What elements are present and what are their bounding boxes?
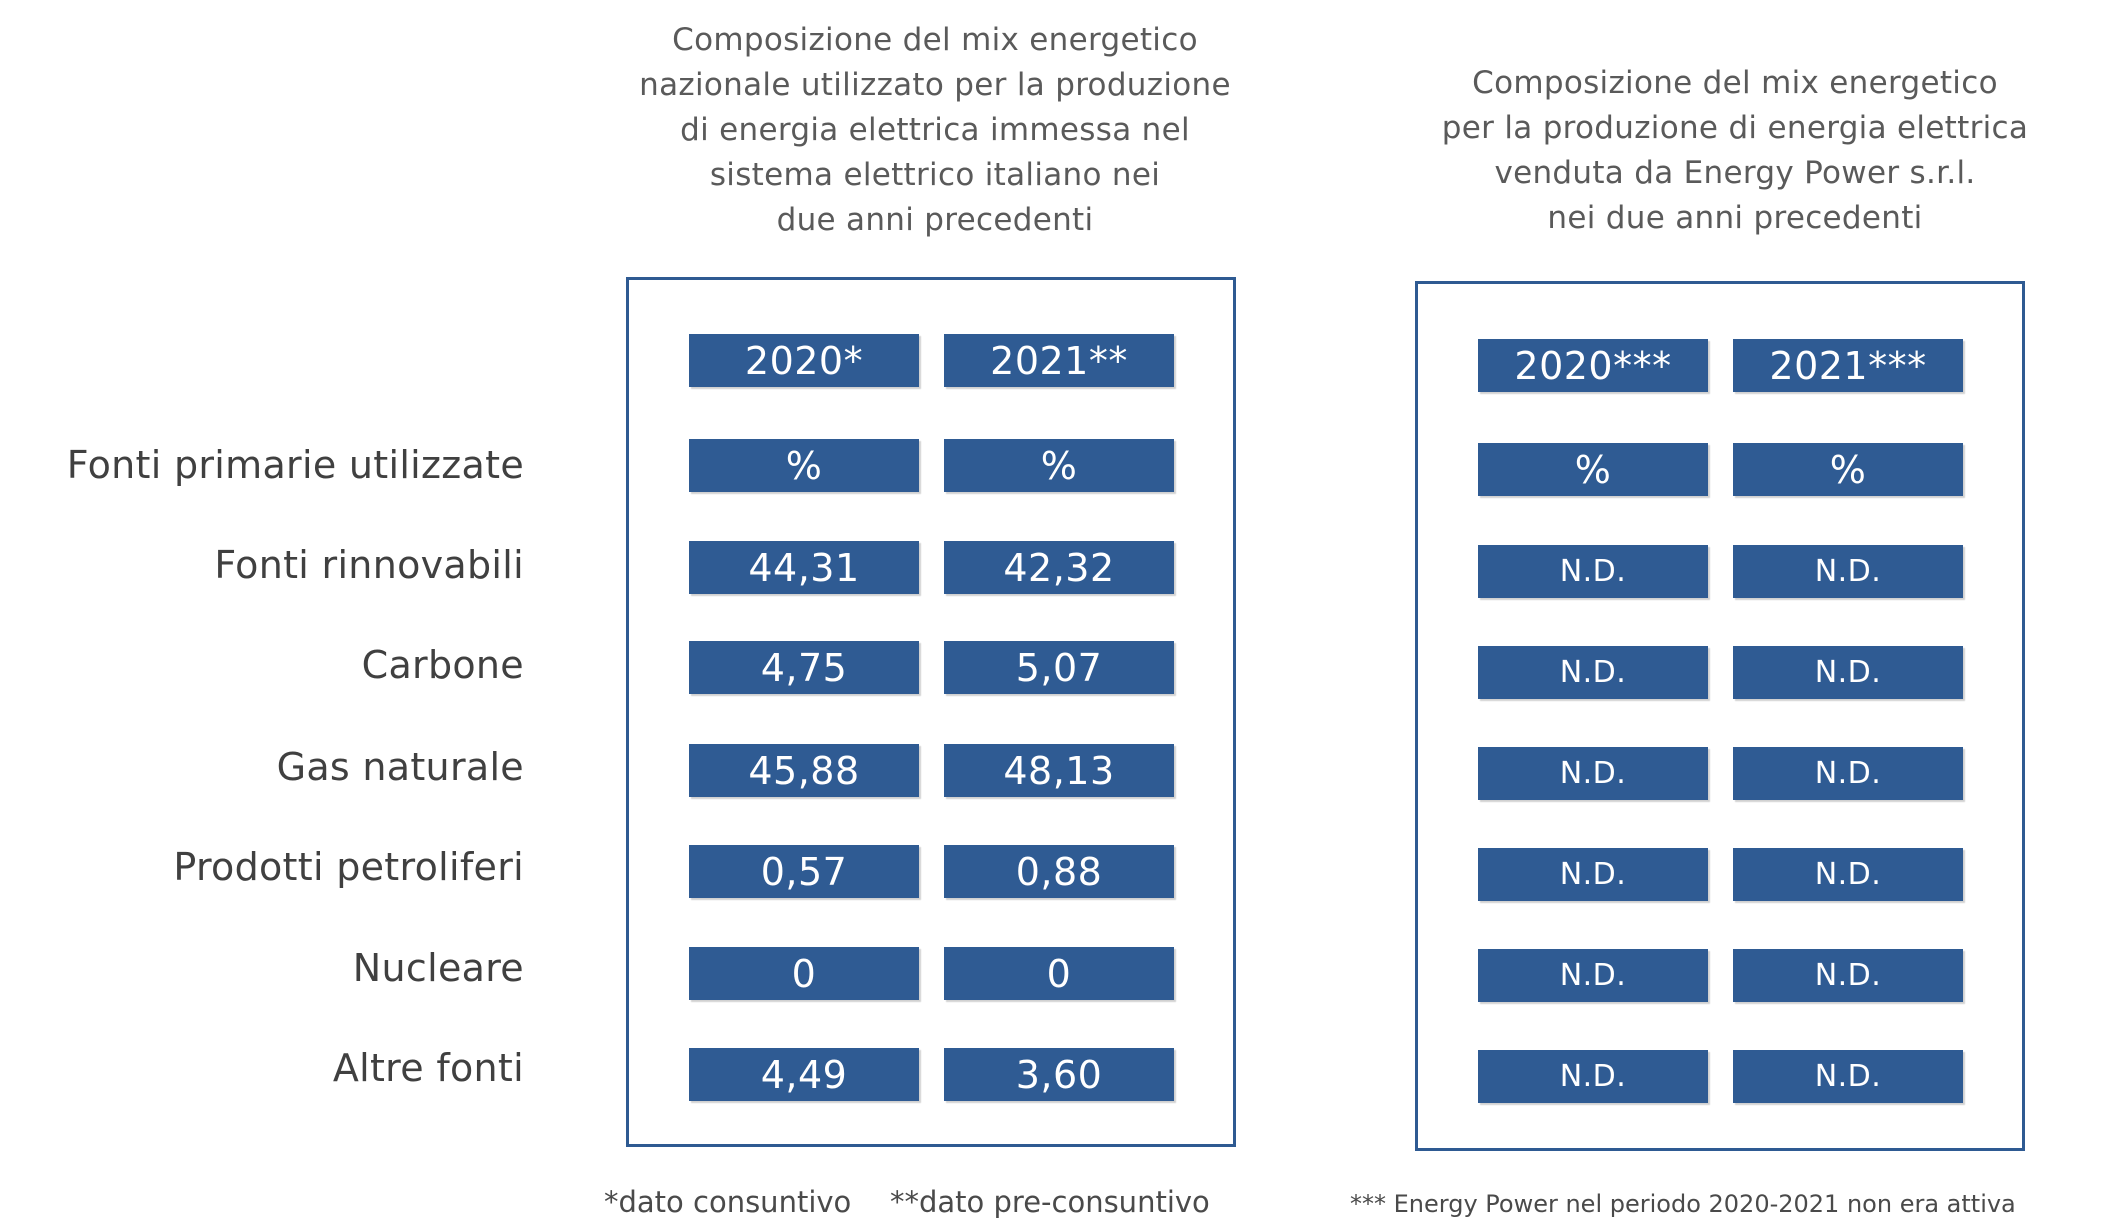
left-header-2021: 2021** <box>944 334 1174 387</box>
row-label-fonti-primarie: Fonti primarie utilizzate <box>66 443 524 487</box>
left-value-gas-2021: 48,13 <box>944 744 1174 797</box>
right-value-gas-2021: N.D. <box>1733 747 1963 800</box>
row-label-fonti-rinnovabili: Fonti rinnovabili <box>214 543 524 587</box>
left-value-altre-2021: 3,60 <box>944 1048 1174 1101</box>
left-value-petroliferi-2021: 0,88 <box>944 845 1174 898</box>
left-value-carbone-2021: 5,07 <box>944 641 1174 694</box>
left-value-petroliferi-2020: 0,57 <box>689 845 919 898</box>
right-value-petroliferi-2021: N.D. <box>1733 848 1963 901</box>
left-value-nucleare-2020: 0 <box>689 947 919 1000</box>
right-value-carbone-2020: N.D. <box>1478 646 1708 699</box>
right-unit-2021: % <box>1733 443 1963 496</box>
right-panel-frame <box>1415 281 2025 1151</box>
row-label-prodotti-petroliferi: Prodotti petroliferi <box>173 845 524 889</box>
right-value-rinnovabili-2021: N.D. <box>1733 545 1963 598</box>
right-value-altre-2020: N.D. <box>1478 1050 1708 1103</box>
right-header-2021: 2021*** <box>1733 339 1963 392</box>
left-panel-title: Composizione del mix energetico nazional… <box>639 22 1231 238</box>
row-label-carbone: Carbone <box>361 643 524 687</box>
left-unit-2021: % <box>944 439 1174 492</box>
right-value-altre-2021: N.D. <box>1733 1050 1963 1103</box>
right-value-nucleare-2021: N.D. <box>1733 949 1963 1002</box>
left-value-altre-2020: 4,49 <box>689 1048 919 1101</box>
footnote-dato-consuntivo: *dato consuntivo <box>604 1185 852 1219</box>
right-value-petroliferi-2020: N.D. <box>1478 848 1708 901</box>
left-unit-2020: % <box>689 439 919 492</box>
left-value-rinnovabili-2020: 44,31 <box>689 541 919 594</box>
left-value-carbone-2020: 4,75 <box>689 641 919 694</box>
left-panel-frame <box>626 277 1236 1147</box>
right-value-carbone-2021: N.D. <box>1733 646 1963 699</box>
right-value-gas-2020: N.D. <box>1478 747 1708 800</box>
left-value-gas-2020: 45,88 <box>689 744 919 797</box>
left-value-nucleare-2021: 0 <box>944 947 1174 1000</box>
right-header-2020: 2020*** <box>1478 339 1708 392</box>
right-value-rinnovabili-2020: N.D. <box>1478 545 1708 598</box>
right-panel-title: Composizione del mix energetico per la p… <box>1441 65 2029 236</box>
row-label-gas-naturale: Gas naturale <box>276 745 524 789</box>
right-unit-2020: % <box>1478 443 1708 496</box>
right-value-nucleare-2020: N.D. <box>1478 949 1708 1002</box>
footnote-dato-pre-consuntivo: **dato pre-consuntivo <box>890 1185 1210 1219</box>
left-header-2020: 2020* <box>689 334 919 387</box>
row-label-nucleare: Nucleare <box>352 946 524 990</box>
footnote-energy-power: *** Energy Power nel periodo 2020-2021 n… <box>1350 1190 2016 1218</box>
row-label-altre-fonti: Altre fonti <box>332 1046 524 1090</box>
left-value-rinnovabili-2021: 42,32 <box>944 541 1174 594</box>
